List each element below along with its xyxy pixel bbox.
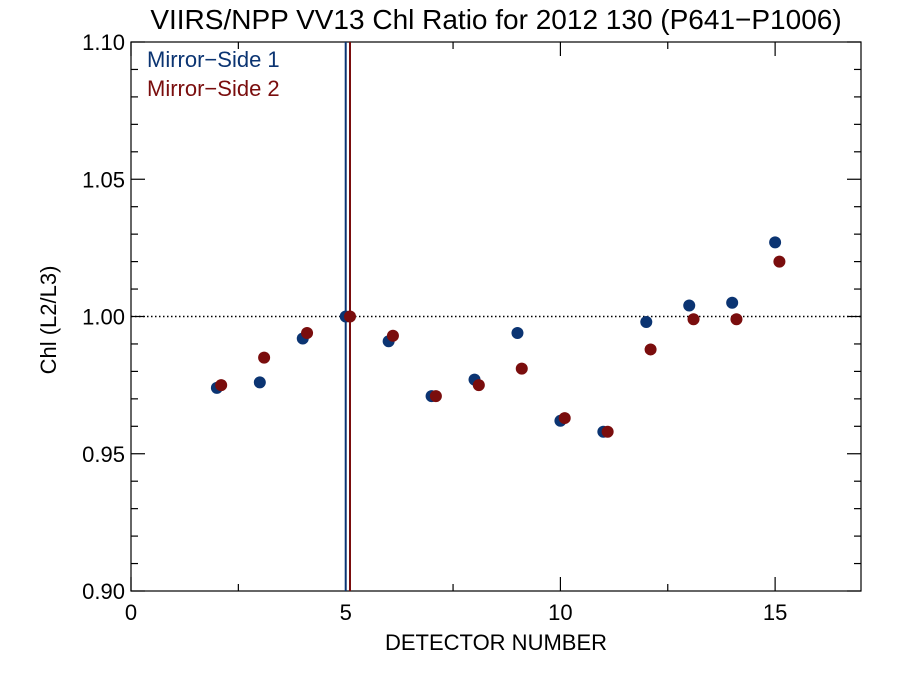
x-tick-label: 5 — [340, 600, 352, 625]
series-2-point — [687, 313, 700, 326]
y-tick-label: 1.10 — [82, 30, 125, 55]
series-2-point — [215, 379, 228, 392]
series-2-point — [301, 326, 314, 339]
y-tick-label: 1.05 — [82, 167, 125, 192]
series-1-point — [726, 296, 739, 309]
series-2-point — [429, 390, 442, 403]
x-tick-label: 0 — [125, 600, 137, 625]
series-1-point — [683, 299, 696, 312]
x-axis-label: DETECTOR NUMBER — [385, 630, 607, 655]
series-1-point — [640, 315, 653, 328]
plot-area: 0 5 10 15 0.90 0.95 1.00 1.05 1.10 Mirror−Side 1 M… — [82, 30, 862, 625]
series-2-point — [730, 313, 743, 326]
series-1-point — [511, 326, 524, 339]
y-axis-label: Chl (L2/L3) — [36, 266, 61, 375]
y-tick-label: 0.95 — [82, 442, 125, 467]
chart-title: VIIRS/NPP VV13 Chl Ratio for 2012 130 (P… — [150, 4, 841, 35]
series-1-point — [769, 236, 782, 249]
y-tick-label: 1.00 — [82, 305, 125, 330]
series-2-point — [773, 255, 786, 268]
series-2-point — [601, 425, 614, 438]
series-2-point — [472, 379, 485, 392]
series-2-point — [644, 343, 657, 356]
series-2-point — [558, 412, 571, 425]
series-2-point — [386, 329, 399, 342]
x-tick-label: 10 — [548, 600, 572, 625]
series-2-point — [258, 351, 271, 364]
x-tick-label: 15 — [763, 600, 787, 625]
legend-entry-2: Mirror−Side 2 — [147, 76, 280, 101]
y-tick-label: 0.90 — [82, 579, 125, 604]
series-1-point — [253, 376, 266, 389]
series-2-point — [515, 362, 528, 375]
legend-entry-1: Mirror−Side 1 — [147, 47, 280, 72]
series-2-point — [344, 310, 356, 323]
